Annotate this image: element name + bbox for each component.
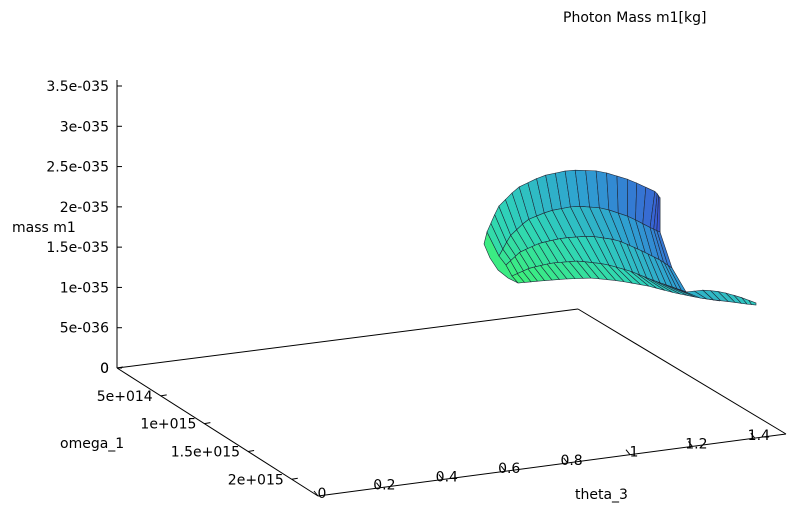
z-tick-label: 3.5e-035 [46, 79, 109, 95]
x-tick-label: 0.6 [498, 461, 520, 477]
back-floor-edge [116, 308, 579, 369]
y-axis-line [116, 367, 319, 497]
z-tick-label: 3e-035 [60, 119, 109, 135]
x-tick-mark [750, 432, 756, 439]
x-axis-label: theta_3 [575, 487, 628, 503]
y-axis-ticks: 0 5e+014 1e+015 1.5e+015 2e+015 [97, 361, 298, 488]
x-tick-label: 1.4 [748, 428, 770, 444]
x-axis-line [317, 433, 787, 497]
y-tick-mark [116, 366, 124, 369]
z-tick-label: 0 [100, 361, 109, 377]
x-tick-mark [563, 457, 568, 464]
surface-face [616, 175, 628, 217]
z-axis-ticks: 0 5e-036 1e-035 1.5e-035 2e-035 2.5e-035 3e-03… [46, 79, 122, 377]
surface-face [748, 299, 757, 306]
z-tick-label: 5e-036 [60, 321, 109, 337]
right-floor-edge [577, 308, 787, 435]
y-tick-mark [204, 422, 211, 425]
y-tick-label: 1e+015 [140, 417, 196, 433]
x-tick-mark [313, 490, 319, 497]
x-tick-label: 0.4 [436, 469, 458, 485]
z-tick-label: 2e-035 [60, 200, 109, 216]
x-tick-mark [438, 474, 444, 480]
x-tick-mark [688, 441, 693, 447]
z-axis-label: mass m1 [12, 220, 76, 236]
x-tick-mark [376, 482, 381, 489]
x-tick-mark [625, 449, 631, 455]
y-axis-label: omega_1 [60, 436, 124, 452]
y-tick-label: 1.5e+015 [171, 444, 240, 460]
surface-face [627, 178, 638, 221]
y-tick-label: 2e+015 [228, 472, 284, 488]
x-tick-label: 0 [318, 486, 327, 502]
chart-title: Photon Mass m1[kg] [563, 10, 706, 26]
z-tick-label: 1.5e-035 [46, 240, 109, 256]
y-tick-mark [291, 477, 298, 480]
y-tick-label: 0 [100, 361, 109, 377]
x-tick-label: 1 [630, 445, 639, 461]
surface-mesh [483, 169, 757, 306]
y-tick-mark [248, 449, 255, 452]
x-axis-ticks: 0 0.2 0.4 0.6 0.8 1 1.2 1.4 [313, 428, 770, 502]
z-tick-label: 2.5e-035 [46, 160, 109, 176]
x-tick-label: 0.8 [560, 453, 582, 469]
y-tick-label: 5e+014 [97, 389, 153, 405]
x-tick-label: 1.2 [685, 436, 707, 452]
y-tick-mark [160, 394, 167, 397]
z-tick-label: 1e-035 [60, 280, 109, 296]
x-tick-label: 0.2 [373, 478, 395, 494]
x-tick-mark [500, 465, 506, 472]
axes-frame [116, 80, 787, 497]
